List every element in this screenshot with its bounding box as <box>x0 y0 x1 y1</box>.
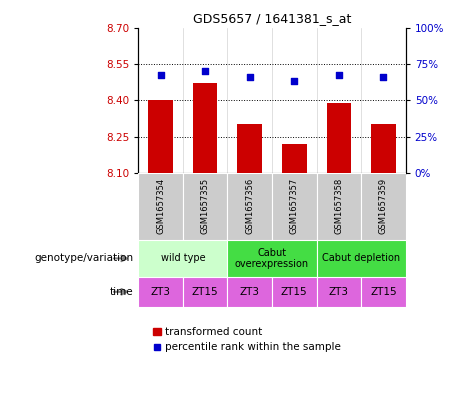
Bar <box>227 277 272 307</box>
Bar <box>272 173 317 240</box>
Point <box>335 72 343 79</box>
Bar <box>361 173 406 240</box>
Bar <box>317 240 406 277</box>
Text: ZT3: ZT3 <box>151 287 171 297</box>
Text: genotype/variation: genotype/variation <box>35 253 134 263</box>
Text: ZT3: ZT3 <box>240 287 260 297</box>
Point <box>157 72 164 79</box>
Bar <box>183 277 227 307</box>
Text: GSM1657356: GSM1657356 <box>245 178 254 235</box>
Bar <box>272 277 317 307</box>
Text: ZT15: ZT15 <box>281 287 307 297</box>
Text: ZT15: ZT15 <box>370 287 397 297</box>
Bar <box>227 240 317 277</box>
Text: GSM1657357: GSM1657357 <box>290 178 299 235</box>
Bar <box>227 173 272 240</box>
Title: GDS5657 / 1641381_s_at: GDS5657 / 1641381_s_at <box>193 12 351 25</box>
Text: wild type: wild type <box>160 253 205 263</box>
Point <box>246 74 254 80</box>
Text: time: time <box>110 287 134 297</box>
Bar <box>138 240 227 277</box>
Bar <box>237 125 262 173</box>
Bar <box>148 100 173 173</box>
Text: GSM1657358: GSM1657358 <box>334 178 343 235</box>
Bar <box>138 277 183 307</box>
Point <box>380 74 387 80</box>
Bar <box>361 277 406 307</box>
Bar <box>326 103 351 173</box>
Bar <box>138 173 183 240</box>
Bar <box>371 125 396 173</box>
Text: Cabut
overexpression: Cabut overexpression <box>235 248 309 269</box>
Text: GSM1657355: GSM1657355 <box>201 178 210 234</box>
Point <box>201 68 209 74</box>
Bar <box>183 173 227 240</box>
Text: GSM1657354: GSM1657354 <box>156 178 165 234</box>
Bar <box>317 173 361 240</box>
Text: GSM1657359: GSM1657359 <box>379 178 388 234</box>
Bar <box>317 277 361 307</box>
Text: ZT3: ZT3 <box>329 287 349 297</box>
Bar <box>282 144 307 173</box>
Text: Cabut depletion: Cabut depletion <box>322 253 400 263</box>
Point <box>290 78 298 84</box>
Bar <box>193 83 218 173</box>
Text: ZT15: ZT15 <box>192 287 219 297</box>
Legend: transformed count, percentile rank within the sample: transformed count, percentile rank withi… <box>153 327 341 353</box>
